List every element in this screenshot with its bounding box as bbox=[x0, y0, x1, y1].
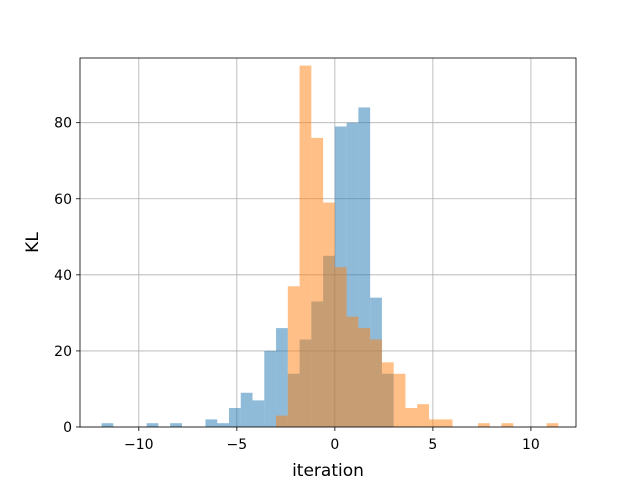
x-tick-label: −10 bbox=[124, 437, 154, 453]
y-tick-label: 60 bbox=[54, 192, 72, 208]
y-tick-label: 0 bbox=[63, 420, 72, 436]
histogram-bar-series-2 bbox=[287, 286, 300, 427]
y-tick-label: 40 bbox=[54, 268, 72, 284]
histogram-bar-series-2 bbox=[358, 328, 371, 427]
x-tick-label: 0 bbox=[330, 437, 339, 453]
plot-area-frame bbox=[79, 57, 577, 428]
histogram-bar-series-2 bbox=[370, 339, 382, 427]
histogram-bar-series-2 bbox=[546, 423, 559, 427]
x-axis-label: iteration bbox=[292, 461, 364, 480]
y-tick-label: 80 bbox=[54, 116, 72, 132]
histogram-bar-series-2 bbox=[428, 419, 453, 427]
y-tick-label: 20 bbox=[54, 344, 72, 360]
histogram-bar-series-1 bbox=[228, 407, 241, 427]
histogram-bar-series-1 bbox=[276, 328, 288, 427]
histogram-bar-series-1 bbox=[146, 423, 159, 427]
histogram-bar-series-2 bbox=[311, 137, 324, 427]
histogram-bar-series-2 bbox=[381, 362, 394, 427]
histogram-bar-series-1 bbox=[240, 392, 253, 427]
x-tick-label: 10 bbox=[522, 437, 540, 453]
x-tick-label: 5 bbox=[428, 437, 437, 453]
histogram-bar-series-1 bbox=[346, 122, 359, 427]
histogram-bars bbox=[101, 65, 559, 427]
histogram-bar-series-1 bbox=[170, 423, 182, 427]
histogram-bar-series-2 bbox=[323, 202, 335, 427]
histogram-bar-series-1 bbox=[205, 419, 218, 427]
y-axis-label: KL bbox=[23, 232, 43, 253]
histogram-bar-series-1 bbox=[264, 350, 277, 427]
histogram-bar-series-2 bbox=[393, 373, 406, 427]
histogram-bar-series-2 bbox=[276, 415, 288, 427]
histogram-bar-series-1 bbox=[101, 423, 114, 427]
histogram-bar-series-2 bbox=[299, 65, 312, 427]
x-tick-label: −5 bbox=[227, 437, 248, 453]
histogram-bar-series-2 bbox=[417, 404, 429, 427]
histogram-bar-series-1 bbox=[252, 400, 265, 427]
histogram-bar-series-2 bbox=[501, 423, 514, 427]
histogram-bar-series-2 bbox=[477, 423, 490, 427]
histogram-bar-series-1 bbox=[217, 423, 229, 427]
histogram-bar-series-1 bbox=[358, 107, 371, 427]
axis-ticks: −10 −5 0 5 10 0 20 40 60 80 bbox=[54, 116, 540, 453]
histogram-bar-series-2 bbox=[346, 316, 359, 427]
histogram-bar-series-2 bbox=[334, 267, 347, 427]
histogram-bar-series-2 bbox=[405, 407, 418, 427]
